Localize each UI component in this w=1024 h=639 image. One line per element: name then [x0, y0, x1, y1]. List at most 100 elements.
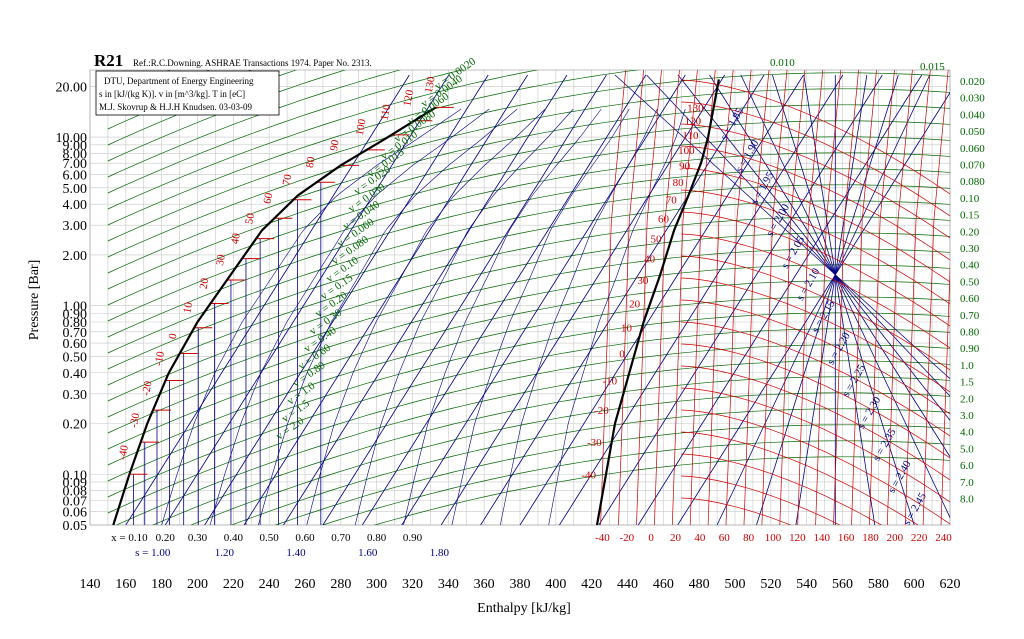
x-tick-label: 280: [330, 577, 351, 592]
isotherm-label-bottom: 80: [743, 532, 755, 544]
info-line-1: DTU, Department of Energy Engineering: [104, 76, 254, 86]
isentrope-line: [283, 74, 568, 525]
isotherm-line: [600, 70, 627, 525]
isochore-line: [107, 70, 464, 194]
isotherm-line: [618, 70, 644, 525]
isotherm-label-liquid: 130: [423, 75, 438, 94]
x-tick-label: 380: [510, 577, 531, 592]
isotherm-label-vapor: 100: [678, 145, 695, 157]
isochore-line: [107, 70, 641, 226]
isotherm-label-vapor: 0: [619, 349, 625, 361]
isotherm-label-bottom: 140: [813, 532, 830, 544]
isotherm-label-bottom: 160: [838, 532, 855, 544]
isochore-label-right: 0.15: [960, 210, 980, 222]
info-line-2: s in [kJ/(kg K)]. v in [m^3/kg]. T in [e…: [99, 89, 245, 99]
isochore-line: [190, 392, 950, 525]
isotherm-lines: [129, 70, 950, 525]
isentrope-line: [243, 74, 528, 525]
isochore-line: [107, 88, 950, 258]
isentrope-line: [677, 91, 950, 525]
isochore-label-right: 2.0: [960, 393, 974, 405]
isotherm-label-vapor: 60: [658, 213, 670, 225]
isotherm-label-bottom: 100: [765, 532, 782, 544]
quality-line: [500, 108, 658, 525]
x-tick-label: 300: [366, 577, 387, 592]
x-tick-label: 180: [151, 577, 172, 592]
isotherm-label-liquid: 50: [243, 212, 257, 225]
saturation-curves: [112, 79, 720, 526]
isentrope-line: [401, 74, 686, 525]
isotherm-label-vapor: -10: [602, 375, 617, 387]
isentrope-line: [803, 74, 876, 525]
isotherm-line: [681, 475, 841, 525]
isotherm-line: [681, 145, 950, 261]
isochore-label-right: 0.015: [920, 61, 945, 73]
quality-line: [209, 108, 490, 525]
isentrope-line: [795, 74, 868, 525]
isentrope-line: [361, 74, 647, 525]
isochore-label-right: 5.0: [960, 443, 974, 455]
isotherm-label-bottom: -40: [595, 532, 610, 544]
isentrope-label-vapor: s = 2.00: [764, 202, 792, 239]
isochore-label-right: 0.90: [960, 343, 980, 355]
isentrope-line: [164, 74, 450, 525]
isotherm-label-liquid: 10: [181, 301, 195, 314]
isotherm-line: [681, 211, 950, 327]
isentrope-label-bottom: s = 1.00: [135, 547, 171, 559]
x-tick-label: 420: [581, 577, 602, 592]
saturated-vapor-curve: [595, 79, 720, 526]
isochore-label-right: 0.080: [960, 176, 985, 188]
quality-lines: [161, 108, 686, 525]
x-tick-label: 440: [617, 577, 638, 592]
isentrope-line: [677, 74, 950, 421]
isochore-line: [107, 184, 950, 354]
isotherm-label-vapor: 20: [629, 299, 641, 311]
axes: 20.00 10.009.008.007.006.005.004.00 3.00 2.…: [56, 80, 961, 592]
quality-label: 0.20: [156, 532, 176, 544]
isotherm-label-liquid: -20: [140, 380, 154, 397]
isentrope-line: [740, 74, 950, 519]
info-box: DTU, Department of Energy Engineering s …: [95, 70, 280, 116]
isotherm-line: [681, 167, 950, 283]
isochore-label-right: 0.070: [960, 160, 985, 172]
x-tick-label: 360: [474, 577, 495, 592]
x-tick-label: 140: [80, 577, 101, 592]
isotherm-label-vapor: 30: [637, 275, 649, 287]
isotherm-line: [922, 70, 949, 525]
isentrope-line: [614, 74, 950, 380]
quality-line: [354, 108, 574, 525]
x-tick-label: 340: [438, 577, 459, 592]
isotherm-line: [681, 387, 950, 503]
isotherm-label-bottom: 40: [694, 532, 706, 544]
isotherm-line: [681, 79, 950, 195]
isochore-line: [107, 248, 950, 418]
isotherm-line: [681, 233, 950, 349]
quality-label: x = 0.10: [111, 532, 148, 544]
isotherm-label-liquid: -30: [128, 412, 142, 429]
isotherm-label-liquid: 70: [281, 173, 295, 186]
isotherm-label-liquid: 40: [229, 232, 243, 245]
y-tick-label: 0.30: [63, 388, 88, 403]
isotherm-label-bottom: -20: [619, 532, 634, 544]
x-tick-label: 260: [295, 577, 316, 592]
isochore-line: [107, 328, 950, 498]
isotherm-label-liquid: 90: [328, 138, 342, 151]
y-tick-label: 0.40: [63, 367, 88, 382]
isentrope-line: [519, 74, 804, 525]
isentrope-line: [709, 74, 950, 458]
isotherm-label-liquid: 0: [167, 332, 180, 340]
isentrope-label-bottom: 1.80: [430, 547, 450, 559]
isentrope-line: [440, 74, 726, 525]
isotherm-line: [671, 70, 698, 525]
quality-line: [451, 108, 630, 525]
isochore-label-right: 0.10: [960, 193, 980, 205]
x-tick-label: 320: [402, 577, 423, 592]
isotherm-line: [940, 260, 950, 525]
isochore-line: [321, 440, 950, 525]
isotherm-label-vapor: -30: [587, 437, 602, 449]
y-tick-label: 0.10: [63, 468, 88, 483]
isochore-label-right: 0.060: [960, 143, 985, 155]
x-tick-label: 480: [689, 577, 710, 592]
isotherm-line: [681, 343, 950, 459]
